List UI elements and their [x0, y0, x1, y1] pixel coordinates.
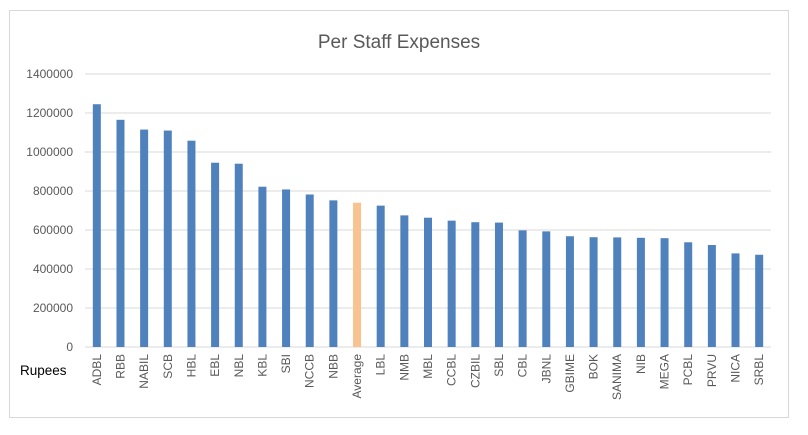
category-label: JBNL [539, 354, 553, 384]
y-tick-label: 1400000 [26, 67, 73, 81]
category-label: CCBL [445, 354, 459, 386]
category-label: GBIME [563, 354, 577, 393]
y-axis-ticks: 0 200000 400000 600000 800000 1000000 1200000 1… [26, 67, 73, 354]
category-label: LBL [374, 354, 388, 376]
bar-gbime [565, 236, 574, 347]
chart-frame: Per Staff Expenses 0 200000 400000 600000 80… [9, 10, 789, 418]
bar-average [353, 202, 362, 347]
bar-lbl [376, 205, 385, 347]
category-label: SRBL [752, 354, 766, 386]
bar-nccb [305, 194, 314, 347]
category-label: NCCB [303, 354, 317, 388]
bar-nmb [400, 215, 409, 347]
category-label: PRVU [705, 354, 719, 387]
bar-pcbl [684, 242, 693, 347]
y-tick-label: 200000 [33, 301, 73, 315]
bar-nabil [140, 129, 149, 347]
bar-bok [589, 237, 598, 347]
category-label: SBL [492, 354, 506, 377]
bar-nib [636, 237, 645, 347]
chart-title: Per Staff Expenses [318, 32, 480, 53]
y-tick-label: 800000 [33, 184, 73, 198]
bars [92, 104, 764, 347]
bar-mega [660, 238, 669, 347]
bar-sbl [494, 222, 503, 347]
bar-czbil [471, 222, 480, 347]
y-axis-unit-label: Rupees [20, 363, 67, 378]
bar-nbb [329, 200, 338, 347]
category-label: EBL [208, 354, 222, 377]
category-label: NBL [232, 354, 246, 378]
bar-scb [163, 130, 172, 347]
category-label: ADBL [90, 354, 104, 386]
bar-cbl [518, 230, 527, 347]
y-tick-label: 600000 [33, 223, 73, 237]
category-label: MEGA [658, 354, 672, 389]
bar-kbl [258, 186, 267, 347]
category-label: Average [350, 354, 364, 399]
bar-adbl [92, 104, 101, 347]
category-label: RBB [113, 354, 127, 379]
category-label: NABIL [137, 354, 151, 389]
category-label: PCBL [681, 354, 695, 386]
x-axis-categories: ADBL RBB NABIL SCB HBL EBL NBL KBL SBI NCCB NBB Ave… [90, 354, 766, 400]
per-staff-expenses-chart: Per Staff Expenses 0 200000 400000 600000 80… [20, 32, 771, 400]
bar-mbl [424, 217, 432, 347]
bar-nica [731, 253, 740, 347]
category-label: NICA [729, 354, 743, 383]
category-label: MBL [421, 354, 435, 379]
bar-jbnl [542, 231, 551, 347]
category-label: SCB [161, 354, 175, 379]
bar-prvu [707, 245, 716, 347]
bar-ccbl [447, 220, 456, 347]
category-label: KBL [255, 354, 269, 377]
bar-srbl [755, 254, 764, 347]
y-tick-label: 400000 [33, 262, 73, 276]
bar-sbi [282, 189, 291, 347]
bar-nbl [234, 163, 243, 347]
category-label: HBL [184, 354, 198, 378]
category-label: CBL [516, 354, 530, 378]
y-tick-label: 0 [66, 340, 73, 354]
y-tick-label: 1000000 [26, 145, 73, 159]
category-label: NMB [397, 354, 411, 381]
category-label: SANIMA [610, 354, 624, 400]
category-label: CZBIL [468, 354, 482, 388]
category-label: SBI [279, 354, 293, 373]
y-tick-label: 1200000 [26, 106, 73, 120]
category-label: NIB [634, 354, 648, 374]
bar-hbl [187, 140, 196, 347]
category-label: BOK [587, 354, 601, 379]
bar-sanima [613, 237, 622, 347]
bar-rbb [116, 119, 125, 347]
category-label: NBB [326, 354, 340, 379]
bar-ebl [211, 162, 220, 347]
